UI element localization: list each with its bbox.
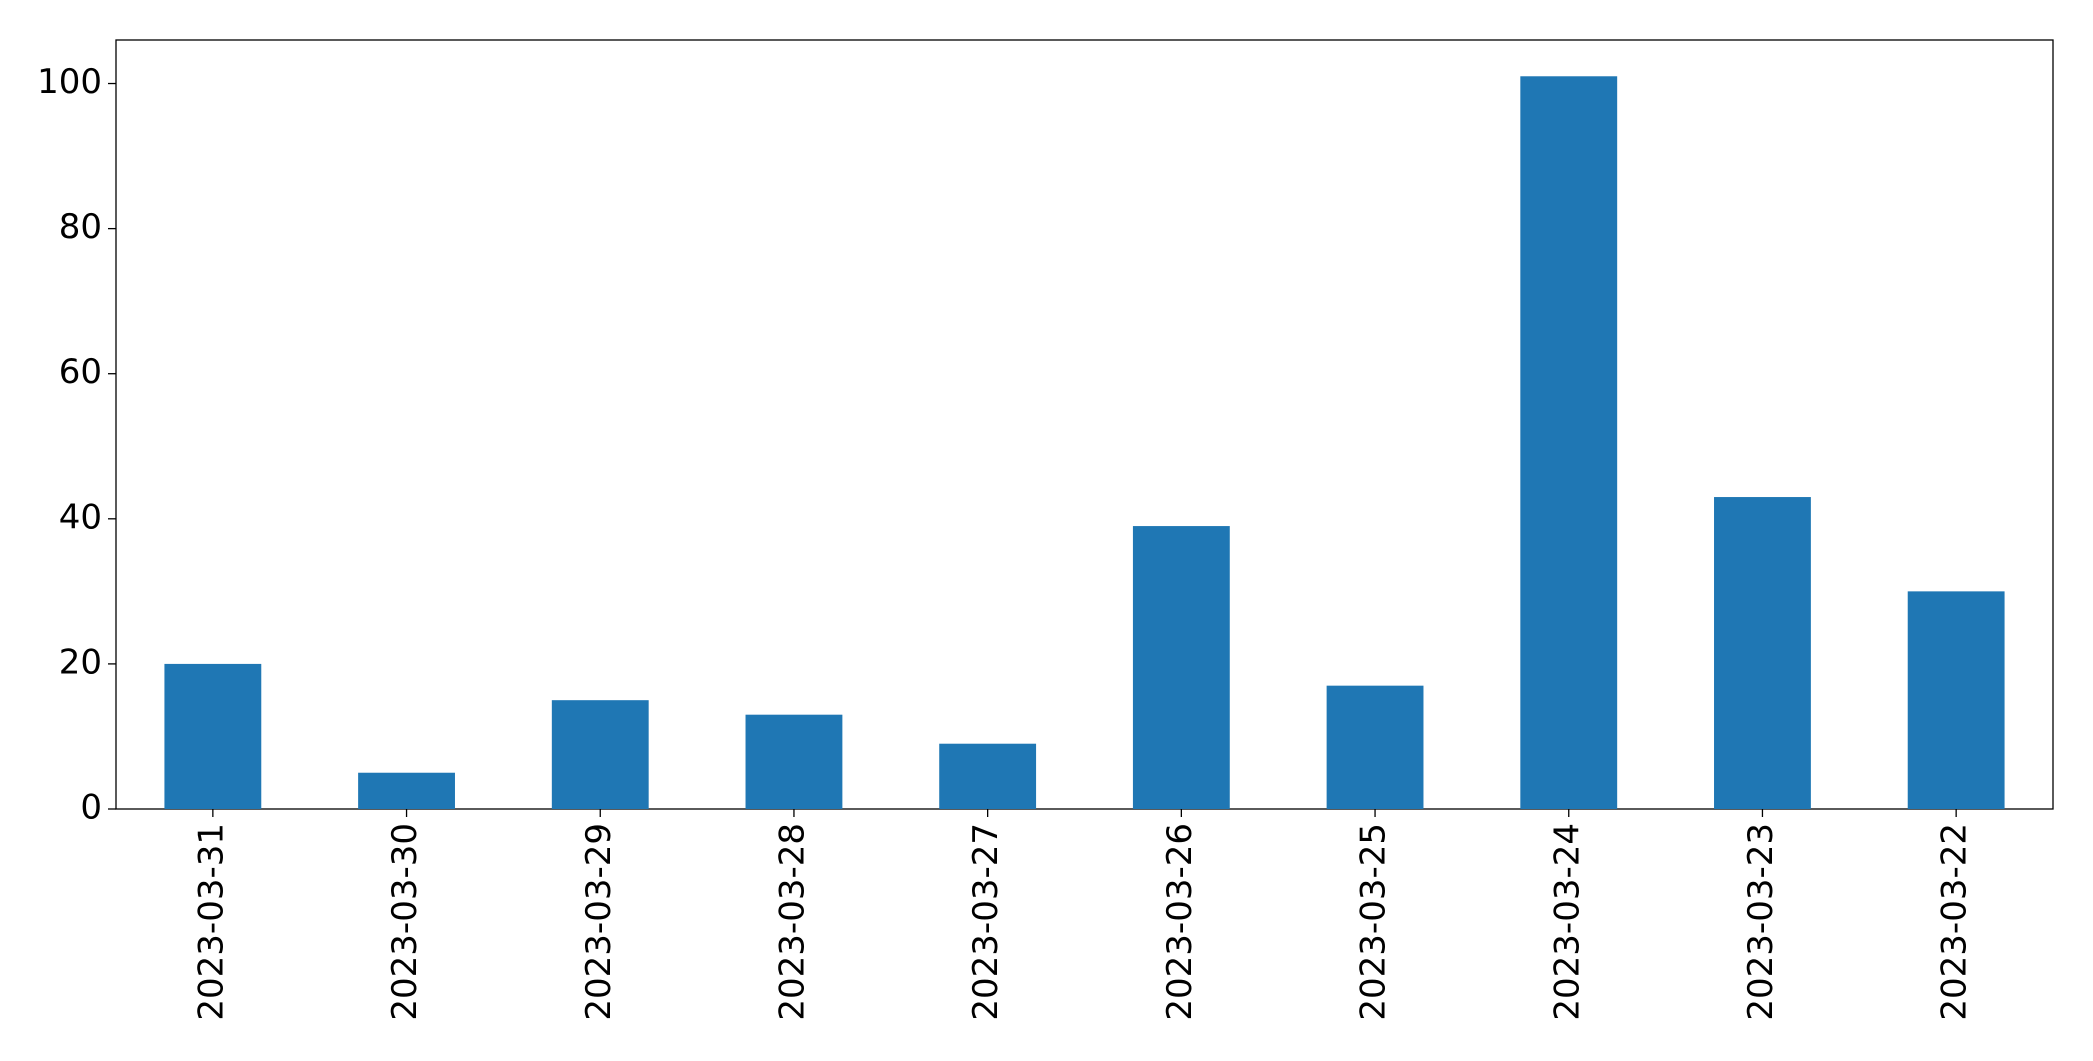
x-tick-label: 2023-03-26 (1160, 823, 1200, 1021)
bar (358, 772, 455, 809)
x-tick-label: 2023-03-23 (1741, 823, 1781, 1021)
x-tick-label: 2023-03-28 (772, 823, 812, 1021)
plot-frame (115, 39, 2054, 810)
x-tick-label: 2023-03-30 (385, 823, 425, 1021)
bar (939, 743, 1037, 809)
x-tick-label: 2023-03-24 (1547, 823, 1587, 1021)
bar (164, 663, 262, 809)
x-tick-label: 2023-03-22 (1935, 823, 1975, 1021)
y-tick-label: 0 (80, 788, 102, 828)
y-tick-label: 60 (59, 352, 102, 392)
bar (1132, 526, 1230, 809)
x-tick-label: 2023-03-29 (579, 823, 619, 1021)
y-tick-label: 40 (59, 497, 102, 537)
bar (1714, 497, 1811, 809)
y-tick-label: 80 (59, 207, 102, 247)
bar (551, 700, 649, 809)
x-tick-label: 2023-03-27 (966, 823, 1006, 1021)
bar (1520, 76, 1618, 810)
bar (1326, 685, 1424, 809)
bar (1907, 591, 2005, 809)
x-tick-label: 2023-03-31 (191, 823, 231, 1021)
bar (745, 714, 843, 809)
y-tick-label: 20 (59, 642, 102, 682)
x-tick-label: 2023-03-25 (1354, 823, 1394, 1021)
y-tick-label: 100 (37, 62, 102, 102)
